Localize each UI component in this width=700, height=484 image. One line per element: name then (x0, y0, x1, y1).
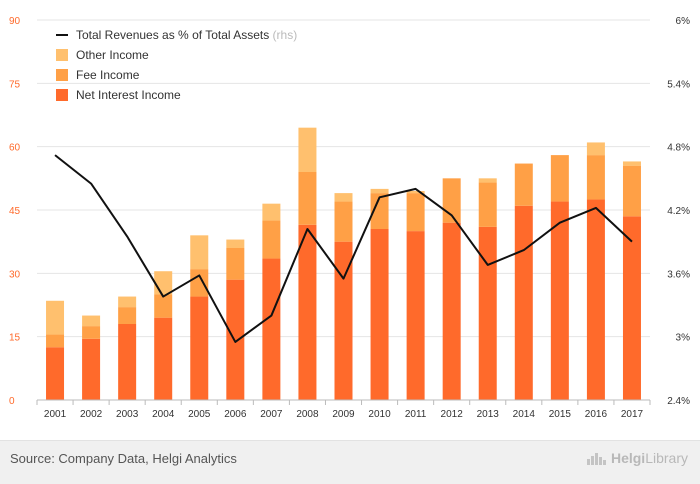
logo-sub: Library (645, 450, 688, 466)
bars (46, 128, 641, 400)
bar-segment (262, 259, 280, 400)
x-tick-label: 2001 (44, 409, 67, 420)
bar-segment (82, 326, 100, 339)
logo-main: Helgi (611, 450, 645, 466)
logo-icon (587, 453, 607, 465)
bar-segment (623, 166, 641, 217)
legend-swatch (56, 69, 68, 81)
bar-segment (118, 297, 136, 308)
bar-segment (623, 216, 641, 400)
y2-tick-label: 4.2% (667, 206, 690, 217)
y2-tick-label: 3.6% (667, 269, 690, 280)
bar-segment (118, 324, 136, 400)
bar-segment (262, 204, 280, 221)
legend: Total Revenues as % of Total Assets (rhs… (56, 28, 297, 102)
x-tick-label: 2008 (296, 409, 319, 420)
x-tick-label: 2006 (224, 409, 247, 420)
bar-segment (226, 248, 244, 280)
legend-swatch (56, 49, 68, 61)
y-tick-label: 90 (9, 16, 21, 27)
bar-segment (226, 240, 244, 248)
bar-segment (190, 297, 208, 400)
bar-segment (298, 172, 316, 225)
x-tick-label: 2013 (477, 409, 500, 420)
helgi-library-logo: HelgiLibrary (587, 450, 688, 466)
x-tick-label: 2004 (152, 409, 175, 420)
bar-segment (298, 128, 316, 172)
x-tick-label: 2014 (513, 409, 536, 420)
bar-segment (118, 307, 136, 324)
bar-segment (551, 155, 569, 201)
y-tick-label: 45 (9, 206, 21, 217)
x-tick-label: 2017 (621, 409, 644, 420)
y2-tick-label: 4.8% (667, 143, 690, 154)
bar-segment (226, 280, 244, 400)
x-tick-label: 2011 (405, 409, 427, 420)
y2-tick-label: 3% (676, 333, 691, 344)
bar-segment (515, 206, 533, 400)
bar-segment (479, 183, 497, 227)
x-tick-label: 2003 (116, 409, 139, 420)
x-tick-label: 2016 (585, 409, 608, 420)
y-tick-label: 15 (9, 333, 21, 344)
y-tick-label: 30 (9, 269, 21, 280)
bar-segment (407, 193, 425, 231)
source-text: Source: Company Data, Helgi Analytics (10, 451, 237, 466)
y2-tick-label: 5.4% (667, 79, 690, 90)
y-axis-right: 2.4% 3% 3.6% 4.2% 4.8% 5.4% 6% (667, 16, 690, 407)
bar-segment (587, 142, 605, 155)
bar-segment (407, 231, 425, 400)
x-tick-label: 2012 (441, 409, 464, 420)
y-tick-label: 0 (9, 396, 15, 407)
bar-segment (190, 269, 208, 296)
legend-line-suffix: (rhs) (269, 28, 297, 42)
x-tick-label: 2015 (549, 409, 572, 420)
bar-segment (154, 318, 172, 400)
bar-segment (623, 161, 641, 165)
bar-segment (443, 223, 461, 400)
bar-segment (479, 178, 497, 182)
bar-segment (46, 335, 64, 348)
bar-segment (515, 164, 533, 206)
bar-segment (154, 271, 172, 294)
bar-segment (371, 189, 389, 193)
y2-tick-label: 2.4% (667, 396, 690, 407)
legend-label: Other Income (76, 48, 149, 62)
bar-segment (190, 235, 208, 269)
bar-segment (335, 202, 353, 242)
bar-segment (587, 199, 605, 400)
x-tick-label: 2009 (332, 409, 355, 420)
bar-segment (298, 225, 316, 400)
legend-line-label: Total Revenues as % of Total Assets (rhs… (76, 28, 297, 42)
legend-label: Net Interest Income (76, 88, 181, 102)
legend-swatch (56, 89, 68, 101)
bar-segment (262, 221, 280, 259)
x-axis: 2001 2002 2003 2004 2005 2006 2007 2008 2009 2010… (37, 400, 650, 420)
y-tick-label: 75 (9, 79, 21, 90)
x-tick-label: 2002 (80, 409, 103, 420)
bar-segment (371, 229, 389, 400)
bar-segment (82, 339, 100, 400)
bar-segment (479, 227, 497, 400)
bar-segment (587, 155, 605, 199)
bar-segment (82, 316, 100, 327)
bar-segment (335, 193, 353, 201)
legend-label: Fee Income (76, 68, 140, 82)
x-tick-label: 2007 (260, 409, 283, 420)
y-tick-label: 60 (9, 143, 21, 154)
bar-segment (46, 301, 64, 335)
y2-tick-label: 6% (676, 16, 691, 27)
footer: Source: Company Data, Helgi Analytics He… (0, 440, 700, 484)
bar-segment (46, 347, 64, 400)
x-tick-label: 2010 (368, 409, 391, 420)
x-tick-label: 2005 (188, 409, 211, 420)
bar-segment (154, 294, 172, 317)
bar-segment (551, 202, 569, 400)
chart: 0 15 30 45 60 75 90 2.4% 3% 3.6% 4.2% 4.8% 5.4% 6% 2… (0, 0, 700, 440)
y-axis-left: 0 15 30 45 60 75 90 (9, 16, 21, 407)
